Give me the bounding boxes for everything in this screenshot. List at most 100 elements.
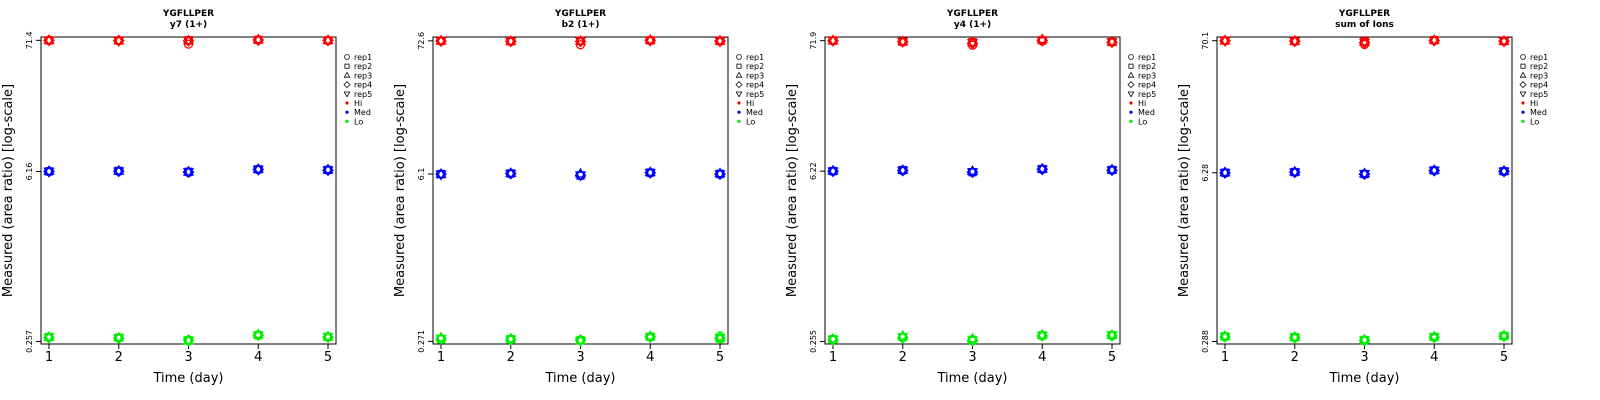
data-point-med-rep5 xyxy=(966,168,979,179)
data-point-hi-rep5 xyxy=(1428,36,1440,47)
data-point-hi-rep3 xyxy=(1358,35,1371,46)
legend-rep4-label: rep4 xyxy=(746,81,764,90)
x-axis-label: Time (day) xyxy=(936,371,1007,386)
data-point-lo-rep3 xyxy=(1289,330,1301,341)
legend-rep2-icon xyxy=(736,63,742,69)
data-point-lo-rep5 xyxy=(43,333,55,344)
chart-subtitle: b2 (1+) xyxy=(562,20,600,30)
data-point-hi-rep5 xyxy=(574,37,587,48)
data-point-lo-rep5 xyxy=(1498,332,1510,343)
x-tick-label: 2 xyxy=(507,350,515,365)
legend-rep3-label: rep3 xyxy=(746,71,764,80)
legend-med-dot xyxy=(1521,110,1525,114)
data-point-lo-rep5 xyxy=(966,336,979,347)
data-point-med-rep5 xyxy=(43,167,55,178)
legend-lo-label: Lo xyxy=(746,117,755,126)
legend-lo-label: Lo xyxy=(1530,117,1539,126)
legend-lo-dot xyxy=(737,119,741,123)
x-tick-label: 1 xyxy=(437,350,445,365)
data-point-med-rep5 xyxy=(1289,168,1301,179)
data-point-med-rep3 xyxy=(1106,163,1118,174)
chart-subtitle: sum of Ions xyxy=(1335,20,1394,30)
chart-subtitle: y4 (1+) xyxy=(954,20,991,30)
chart-title: YGFLLPER xyxy=(162,9,214,19)
data-point-lo-rep3 xyxy=(505,332,517,343)
x-tick-label: 1 xyxy=(1221,350,1229,365)
data-point-hi-rep3 xyxy=(113,34,125,45)
legend-rep5-label: rep5 xyxy=(1138,90,1156,99)
data-point-lo-rep5 xyxy=(1358,336,1371,347)
data-point-hi-rep3 xyxy=(1498,34,1510,45)
data-point-med-rep3 xyxy=(1358,167,1371,178)
data-point-hi-rep3 xyxy=(574,34,587,45)
data-point-hi-rep3 xyxy=(644,33,656,44)
data-point-hi-rep5 xyxy=(1219,36,1231,47)
data-point-med-rep5 xyxy=(505,169,517,180)
y-axis-label: Measured (area ratio) [log-scale] xyxy=(1177,84,1192,297)
chart-subtitle: y7 (1+) xyxy=(170,20,207,30)
data-point-lo-rep5 xyxy=(644,333,656,344)
x-tick-label: 3 xyxy=(576,350,584,365)
data-point-lo-rep5 xyxy=(1428,333,1440,344)
data-point-hi-rep3 xyxy=(714,34,726,45)
legend-rep5-icon xyxy=(1519,91,1527,98)
x-tick-label: 3 xyxy=(1360,350,1368,365)
legend-hi-label: Hi xyxy=(746,99,754,108)
data-point-lo-rep3 xyxy=(644,330,656,341)
legend-rep5-icon xyxy=(735,91,743,98)
data-point-hi-rep5 xyxy=(435,37,447,48)
data-point-hi-rep3 xyxy=(1219,34,1231,45)
legend-rep4-icon xyxy=(735,81,743,89)
data-point-med-rep5 xyxy=(644,169,656,180)
legend-hi-label: Hi xyxy=(1138,99,1146,108)
legend-rep2-label: rep2 xyxy=(1138,62,1156,71)
data-point-hi-rep5 xyxy=(1106,38,1118,49)
data-point-hi-rep5 xyxy=(1498,37,1510,48)
data-point-med-rep5 xyxy=(1498,167,1510,178)
data-point-med-rep3 xyxy=(966,164,979,175)
data-point-lo-rep3 xyxy=(113,331,125,342)
legend-hi-label: Hi xyxy=(354,99,362,108)
legend-hi-dot xyxy=(345,101,349,105)
data-point-hi-rep5 xyxy=(1358,38,1371,49)
data-point-lo-rep3 xyxy=(182,334,195,345)
data-point-lo-rep3 xyxy=(1219,329,1231,340)
plot-frame xyxy=(40,36,337,345)
legend-rep2-icon xyxy=(1128,63,1134,69)
data-point-hi-rep5 xyxy=(714,37,726,48)
x-tick-label: 5 xyxy=(1108,350,1116,365)
legend-rep1-icon xyxy=(1128,54,1134,60)
data-point-med-rep5 xyxy=(1358,170,1371,181)
data-point-hi-rep3 xyxy=(1428,33,1440,44)
data-point-lo-rep3 xyxy=(252,328,264,339)
data-point-lo-rep5 xyxy=(827,335,839,346)
data-point-hi-rep5 xyxy=(505,37,517,48)
legend-med-dot xyxy=(345,110,349,114)
data-point-lo-rep3 xyxy=(1498,329,1510,340)
data-point-hi-rep3 xyxy=(182,34,195,45)
x-tick-label: 3 xyxy=(968,350,976,365)
legend-lo-dot xyxy=(1129,119,1133,123)
legend-rep4-label: rep4 xyxy=(1530,81,1548,90)
y-axis-label: Measured (area ratio) [log-scale] xyxy=(393,84,408,297)
data-point-hi-rep5 xyxy=(43,36,55,47)
data-point-med-rep5 xyxy=(113,167,125,178)
legend-rep3-label: rep3 xyxy=(1138,71,1156,80)
data-point-med-rep5 xyxy=(574,171,587,182)
x-axis-label: Time (day) xyxy=(152,371,223,386)
legend-rep3-icon xyxy=(343,71,351,78)
legend-lo-label: Lo xyxy=(354,117,363,126)
data-point-lo-rep3 xyxy=(1106,328,1118,339)
data-point-med-rep5 xyxy=(1106,166,1118,177)
data-point-hi-rep3 xyxy=(435,34,447,45)
x-tick-label: 2 xyxy=(899,350,907,365)
legend-rep4-label: rep4 xyxy=(354,81,372,90)
y-tick-label: 6.1 xyxy=(417,168,426,181)
y-tick-label: 71.9 xyxy=(809,32,818,50)
legend-rep3-label: rep3 xyxy=(1530,71,1548,80)
data-point-med-rep3 xyxy=(1289,165,1301,176)
legend-med-label: Med xyxy=(746,108,763,117)
plot-frame xyxy=(1216,36,1513,345)
data-point-hi-rep5 xyxy=(113,37,125,48)
legend-rep1-icon xyxy=(344,54,350,60)
